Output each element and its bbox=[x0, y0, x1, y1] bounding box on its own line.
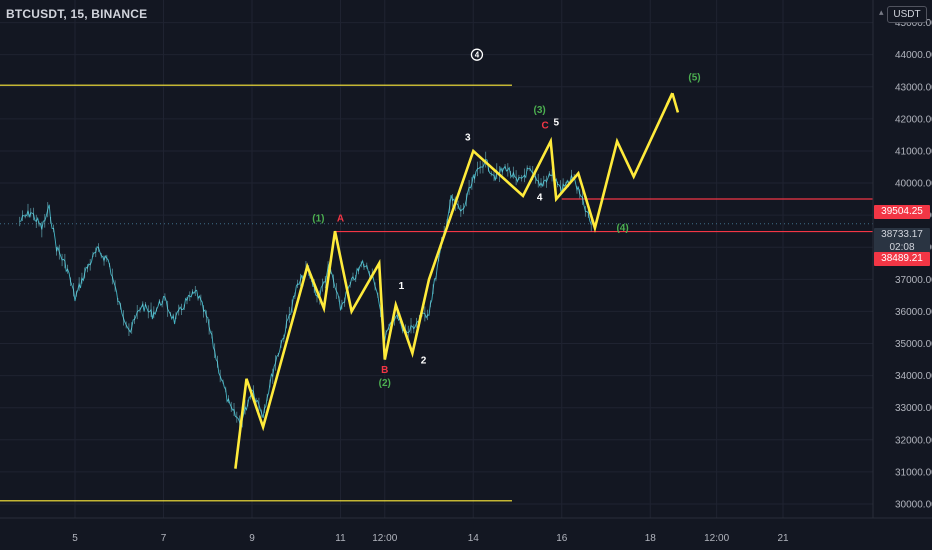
wave-label: (1) bbox=[312, 214, 324, 225]
price-tick-label: 33000.00 bbox=[895, 403, 932, 414]
price-tick-label: 37000.00 bbox=[895, 275, 932, 286]
price-tick-label: 36000.00 bbox=[895, 307, 932, 318]
wave-label: C bbox=[542, 120, 549, 131]
grid-lines bbox=[0, 0, 873, 518]
wave-label: B bbox=[381, 365, 388, 376]
time-tick-label: 18 bbox=[645, 533, 657, 544]
currency-badge[interactable]: USDT bbox=[887, 6, 927, 23]
price-tick-label: 34000.00 bbox=[895, 371, 932, 382]
wave-label: (5) bbox=[688, 72, 700, 83]
time-tick-label: 21 bbox=[777, 533, 789, 544]
time-tick-label: 9 bbox=[249, 533, 255, 544]
price-tick-label: 31000.00 bbox=[895, 467, 932, 478]
price-tick-label: 35000.00 bbox=[895, 339, 932, 350]
wave-label: (2) bbox=[379, 378, 391, 389]
wave-label: 4 bbox=[475, 51, 480, 60]
price-tick-label: 43000.00 bbox=[895, 82, 932, 93]
wave-label: 2 bbox=[421, 355, 427, 366]
price-tick-label: 32000.00 bbox=[895, 435, 932, 446]
time-axis[interactable]: 5 7 9 11 12:00 14 16 18 12:00 21 bbox=[0, 517, 932, 544]
time-tick-label: 14 bbox=[468, 533, 480, 544]
symbol-title[interactable]: BTCUSDT, 15, BINANCE bbox=[6, 7, 148, 21]
wave-arrow-shaft bbox=[665, 92, 674, 106]
price-tick-label: 44000.00 bbox=[895, 50, 932, 61]
wave-labels: 4 (1) A B (2) 1 2 3 (3) C 5 4 (4) (5) bbox=[312, 48, 701, 389]
wave-line bbox=[234, 92, 674, 469]
time-tick-label: 16 bbox=[556, 533, 568, 544]
upper-level-badge: 39504.25 bbox=[874, 205, 930, 219]
last-price-value: 38733.17 bbox=[881, 229, 923, 240]
wave-label: 1 bbox=[399, 281, 405, 292]
circled-label-ring bbox=[470, 48, 484, 61]
wave-label: A bbox=[337, 214, 344, 225]
price-tick-label: 42000.00 bbox=[895, 114, 932, 125]
elliott-wave-path bbox=[234, 92, 680, 469]
time-tick-label: 11 bbox=[335, 533, 346, 544]
horizontal-levels bbox=[0, 84, 873, 502]
time-tick-label: 5 bbox=[72, 533, 78, 544]
price-tick-label: 41000.00 bbox=[895, 146, 932, 157]
wave-label: (4) bbox=[616, 223, 628, 234]
wave-label: (3) bbox=[534, 105, 546, 116]
time-tick-label: 12:00 bbox=[704, 533, 729, 544]
price-tick-label: 30000.00 bbox=[895, 500, 932, 511]
chevron-up-icon: ▴ bbox=[879, 7, 884, 17]
wave-label: 3 bbox=[465, 132, 471, 143]
price-tick-label: 40000.00 bbox=[895, 179, 932, 190]
wave-label: 4 bbox=[537, 193, 543, 204]
last-price-badge: 38733.17 02:08 bbox=[874, 228, 930, 254]
lower-level-badge: 38489.21 bbox=[874, 252, 930, 266]
price-tick-label: 45000.00 bbox=[895, 18, 932, 29]
wave-arrow-head bbox=[671, 92, 680, 113]
countdown-timer: 02:08 bbox=[889, 242, 915, 253]
wave-label: 5 bbox=[553, 117, 559, 128]
time-tick-label: 7 bbox=[161, 533, 167, 544]
time-tick-label: 12:00 bbox=[372, 533, 397, 544]
